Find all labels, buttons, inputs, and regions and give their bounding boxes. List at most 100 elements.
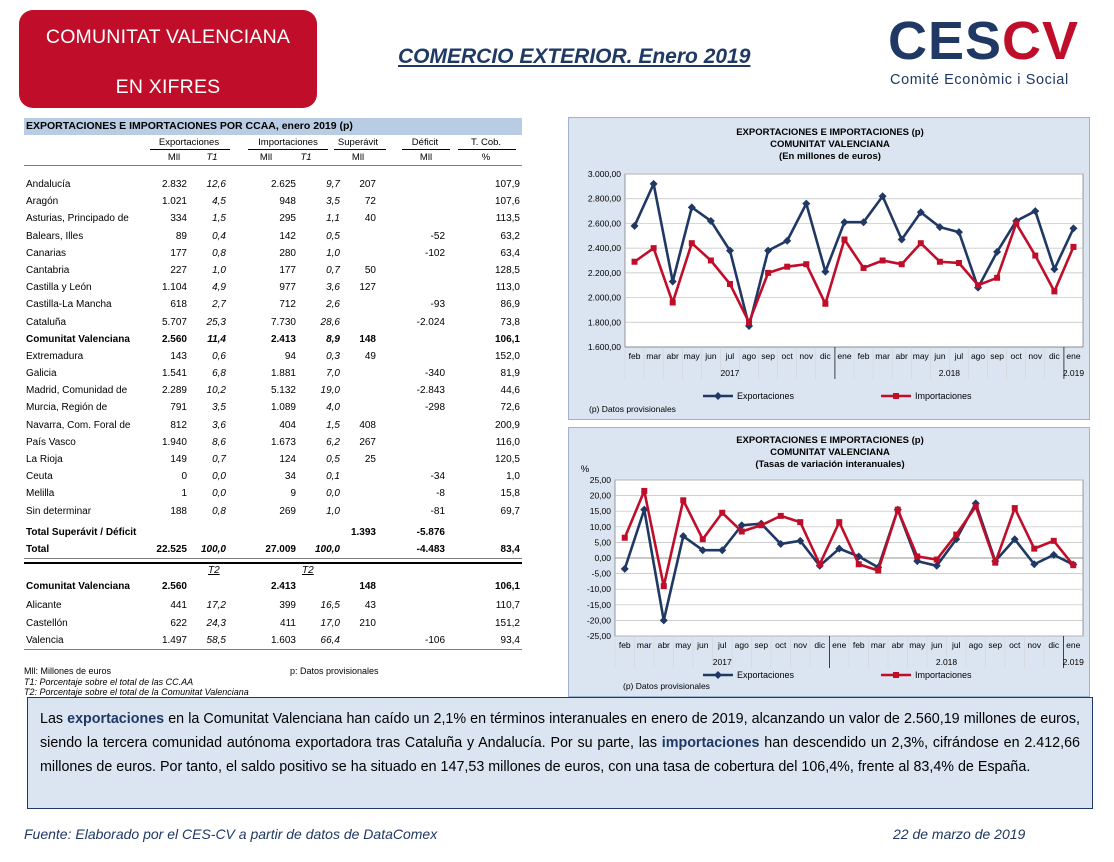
summary-part-3: han descendido un 2,3%, cifrándose en 2.… — [40, 734, 1080, 775]
table-row: Andalucía 2.832 12,6 2.625 9,7 207 107,9 — [24, 176, 522, 193]
cell-def: -298 — [424, 402, 445, 414]
x-tick-label: jul — [954, 351, 964, 361]
data-point-importaciones — [1070, 243, 1077, 250]
x-tick-label: oct — [775, 640, 787, 650]
cell-exp_t: 1,5 — [212, 213, 226, 225]
data-point-exportaciones — [859, 218, 868, 227]
cell-imp: 1.673 — [270, 436, 296, 448]
data-point-exportaciones — [916, 208, 925, 217]
cell-name: La Rioja — [26, 454, 63, 465]
table-row: La Rioja 149 0,7 124 0,5 25 120,5 — [24, 451, 522, 468]
data-point-importaciones — [1051, 288, 1058, 295]
chart-subtitle-2: (En millones de euros) — [779, 151, 881, 162]
province-row: Alicante 441 17,2 399 16,5 43 110,7 — [24, 597, 522, 614]
cell-exp_t: 8,6 — [212, 436, 226, 448]
cell-imp_t: 6,2 — [326, 436, 340, 448]
cell-imp: 269 — [279, 505, 296, 517]
cell-sup: 207 — [359, 179, 376, 190]
series-line-exportaciones — [623, 502, 1074, 622]
cell-imp: 404 — [279, 419, 296, 431]
cell-exp: 622 — [170, 617, 187, 629]
cell-imp_t: 9,7 — [326, 179, 340, 190]
y-tick-label: 25,00 — [590, 475, 612, 485]
cell-cob: 110,7 — [495, 600, 520, 612]
cell-name: Galicia — [26, 368, 57, 380]
cell-exp: 334 — [170, 213, 187, 225]
cell-exp_t: 100,0 — [200, 543, 226, 555]
x-tick-label: sep — [990, 351, 1004, 361]
cell-imp_t: 1,5 — [326, 419, 340, 431]
x-tick-label: jun — [930, 640, 943, 650]
data-point-importaciones — [803, 261, 810, 268]
cell-imp: 124 — [279, 454, 296, 465]
y-tick-label: 3.000,00 — [588, 169, 621, 179]
cell-name: Extremadura — [26, 350, 84, 362]
cell-name: Aragón — [26, 196, 59, 208]
cell-exp_t: 0,6 — [212, 350, 226, 362]
cell-imp: 2.413 — [270, 333, 296, 345]
x-tick-label: sep — [761, 351, 775, 361]
cell-cob: 81,9 — [500, 368, 520, 380]
data-point-exportaciones — [1050, 265, 1059, 274]
cell-exp_t: 0,8 — [212, 505, 226, 517]
table-row: Ceuta 0 0,0 34 0,1 -34 1,0 — [24, 468, 522, 485]
data-point-importaciones — [746, 319, 753, 326]
year-label: 2.018 — [936, 657, 958, 667]
cell-cob: 86,9 — [500, 299, 520, 311]
cell-cob: 106,1 — [494, 581, 520, 593]
cell-imp_t: 2,6 — [326, 299, 340, 311]
cell-def: -81 — [430, 505, 445, 517]
data-point-importaciones — [765, 269, 772, 276]
y-tick-label: -10,00 — [587, 584, 611, 594]
cell-exp_t: 0,0 — [212, 471, 226, 483]
cell-imp: 1.089 — [270, 402, 296, 414]
cell-exp_t: 2,7 — [212, 299, 226, 311]
cell-sup: 40 — [364, 213, 376, 225]
cell-exp_t: 12,6 — [206, 179, 226, 190]
cell-sup: 49 — [364, 350, 376, 362]
cell-imp_t: 19,0 — [320, 385, 340, 397]
cell-sup: 72 — [364, 196, 376, 208]
data-point-exportaciones — [897, 235, 906, 244]
cell-imp_t: 0,0 — [326, 488, 340, 500]
table-row: Murcia, Región de 791 3,5 1.089 4,0 -298 72,6 — [24, 399, 522, 416]
y-tick-label: 2.000,00 — [588, 293, 621, 303]
data-point-importaciones — [955, 259, 962, 266]
x-tick-label: feb — [858, 351, 870, 361]
sub-imp-t1: T1 — [300, 152, 312, 163]
cell-imp: 411 — [280, 617, 296, 629]
cell-imp: 1.881 — [270, 368, 296, 380]
legend-marker — [714, 671, 722, 679]
data-point-exportaciones — [993, 247, 1002, 256]
cell-name: Andalucía — [26, 179, 71, 190]
x-tick-label: mar — [875, 351, 890, 361]
cell-imp: 948 — [279, 196, 296, 208]
data-point-importaciones — [669, 299, 676, 306]
cell-imp_t: 4,0 — [326, 402, 340, 414]
x-tick-label: jul — [717, 640, 727, 650]
cell-imp_t: 0,7 — [326, 264, 340, 276]
header-divider — [24, 165, 522, 166]
cell-exp: 812 — [170, 419, 187, 431]
cell-exp_t: 3,6 — [212, 419, 226, 431]
chart-rates-svg: EXPORTACIONES E IMPORTACIONES (p)COMUNIT… — [581, 435, 1084, 691]
legend-marker — [893, 672, 899, 678]
cell-cob: 200,9 — [494, 419, 520, 431]
y-tick-label: 2.600,00 — [588, 218, 621, 228]
x-tick-label: abr — [896, 351, 908, 361]
x-tick-label: abr — [658, 640, 670, 650]
cell-exp_t: 25,3 — [206, 316, 226, 328]
data-point-exportaciones — [932, 561, 941, 570]
x-tick-label: jun — [696, 640, 709, 650]
cell-imp_t: 0,1 — [326, 471, 340, 483]
cell-exp_t: 11,4 — [207, 333, 226, 345]
cell-name: Castilla y León — [26, 282, 92, 294]
data-point-importaciones — [707, 257, 714, 264]
total-row: Total 22.525 100,0 27.009 100,0 -4.483 83,4 — [24, 541, 522, 558]
data-point-importaciones — [719, 509, 726, 516]
cell-cob: 152,0 — [494, 350, 520, 362]
cell-name: Asturias, Principado de — [26, 213, 129, 225]
y-tick-label: 1.600,00 — [588, 342, 621, 352]
cell-exp_t: 0,4 — [212, 230, 226, 242]
data-point-exportaciones — [725, 246, 734, 255]
